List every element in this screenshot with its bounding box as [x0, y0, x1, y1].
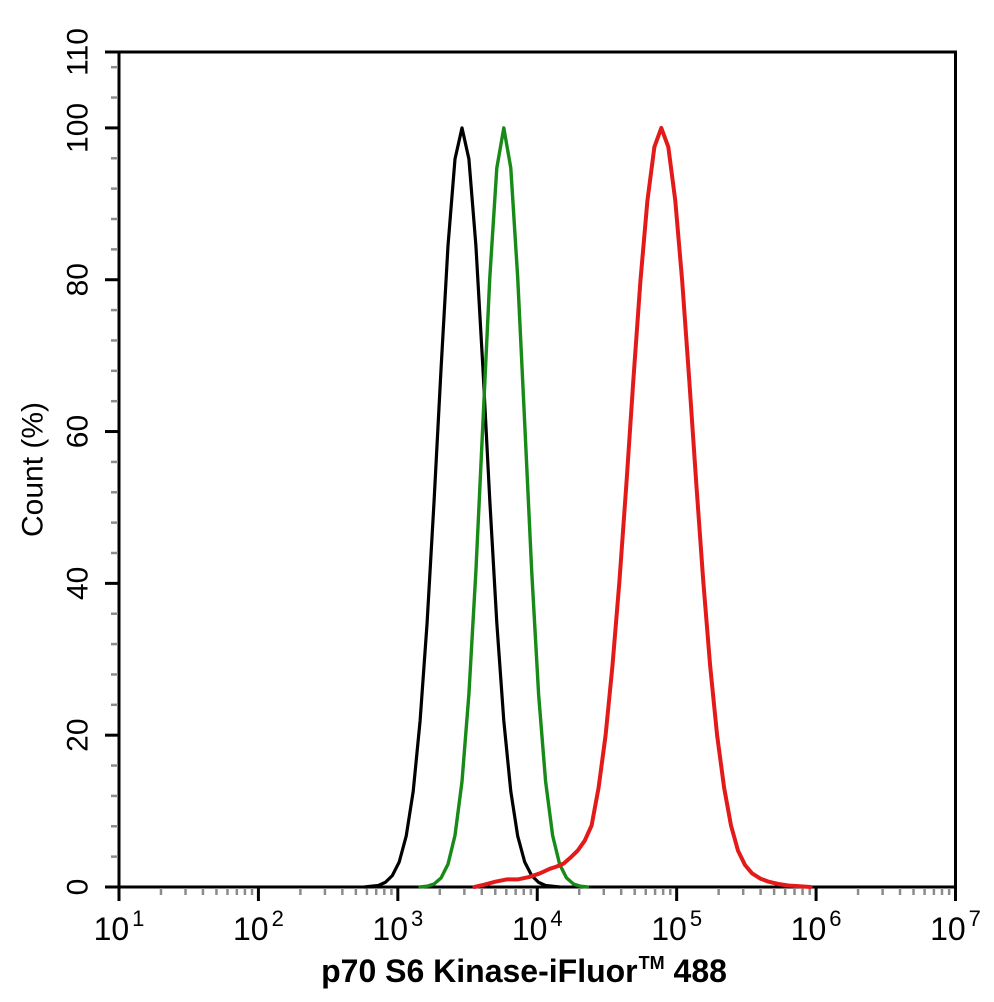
y-tick-label: 20	[62, 718, 95, 751]
x-tick-label: 10 7	[930, 906, 981, 947]
x-axis-title: p70 S6 Kinase-iFluorTM 488	[321, 953, 727, 989]
x-tick-label: 10 2	[233, 906, 284, 947]
x-tick-label: 10 6	[791, 906, 842, 947]
x-tick-label: 10 3	[372, 906, 423, 947]
y-axis-title: Count (%)	[17, 402, 50, 537]
x-tick-label: 10 5	[651, 906, 702, 947]
y-tick-label: 40	[62, 567, 95, 600]
y-tick-label: 100	[62, 103, 95, 153]
plot-border	[117, 50, 957, 889]
x-tick-label: 10 4	[512, 906, 563, 947]
x-tick-label: 10 1	[94, 906, 145, 947]
y-tick-label: 80	[62, 263, 95, 296]
y-tick-label: 60	[62, 415, 95, 448]
y-tick-label: 0	[62, 879, 95, 896]
green-curve	[418, 126, 590, 889]
red-curve	[472, 125, 813, 889]
y-tick-label: 110	[62, 28, 95, 76]
black-curve	[362, 126, 562, 889]
